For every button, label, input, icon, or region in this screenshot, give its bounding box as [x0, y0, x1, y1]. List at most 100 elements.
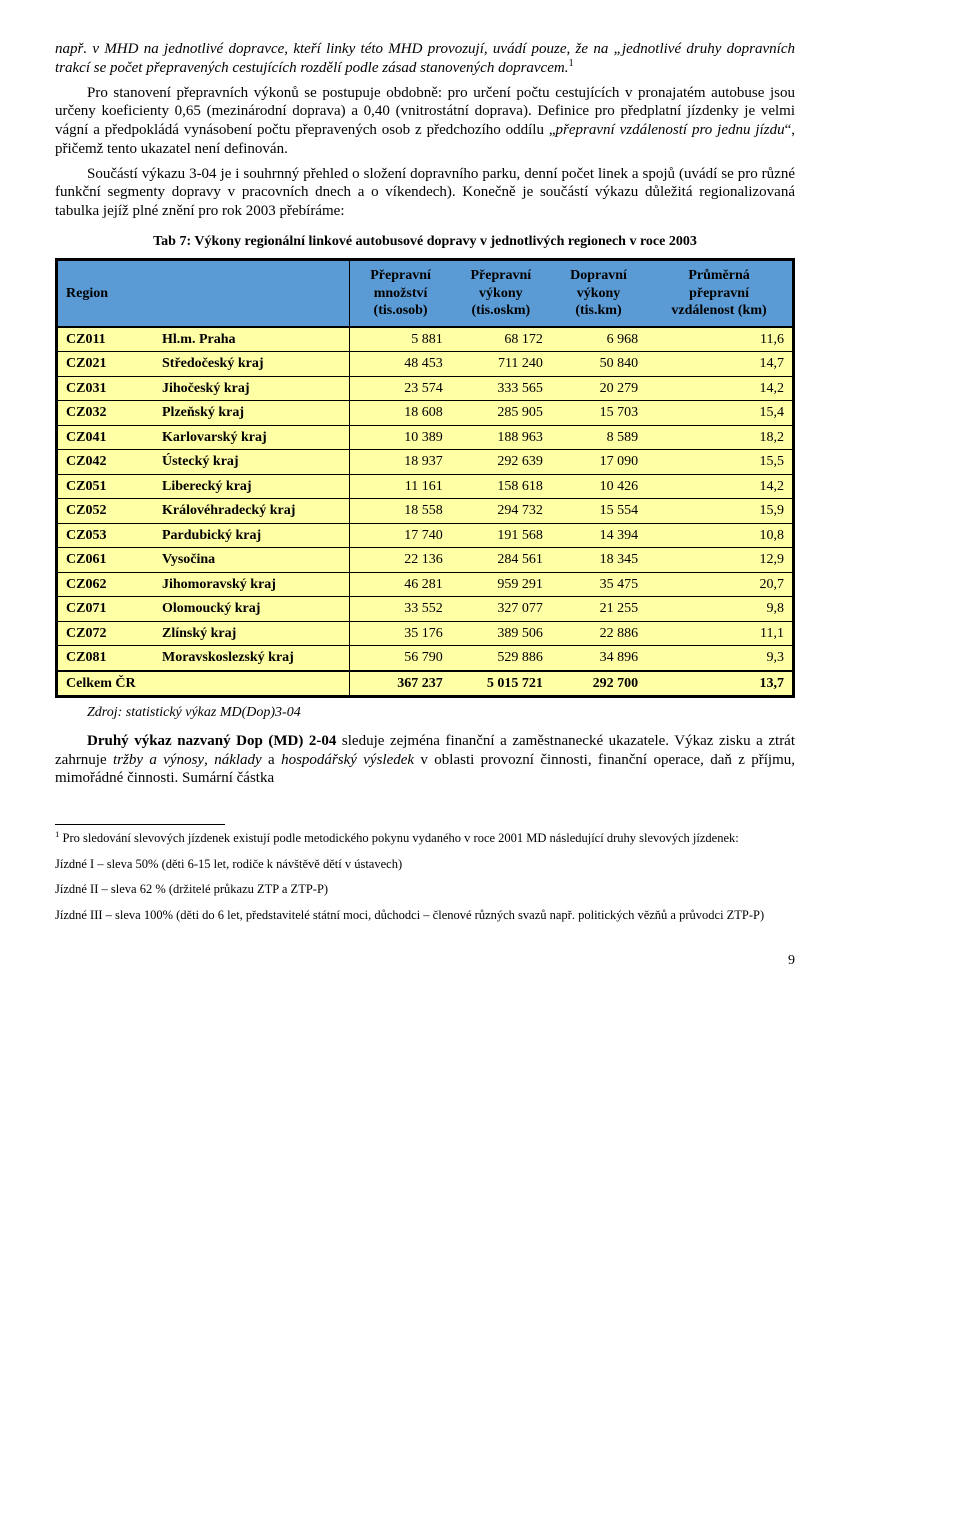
value-cell: 711 240 [451, 352, 551, 377]
footnote-item-2: Jízdné II – sleva 62 % (držitelé průkazu… [55, 882, 795, 898]
region-code: CZ071 [57, 597, 155, 622]
para4d-text: , [204, 752, 214, 768]
value-cell: 48 453 [350, 352, 451, 377]
region-code: CZ021 [57, 352, 155, 377]
paragraph-1: např. v MHD na jednotlivé dopravce, kteř… [55, 40, 795, 78]
table-row: CZ072Zlínský kraj35 176389 50622 88611,1 [57, 621, 794, 646]
footer-value: 13,7 [646, 671, 793, 697]
value-cell: 21 255 [551, 597, 646, 622]
table-caption: Tab 7: Výkony regionální linkové autobus… [55, 233, 795, 251]
value-cell: 327 077 [451, 597, 551, 622]
value-cell: 389 506 [451, 621, 551, 646]
region-name: Karlovarský kraj [154, 425, 350, 450]
region-name: Moravskoslezský kraj [154, 646, 350, 671]
value-cell: 8 589 [551, 425, 646, 450]
value-cell: 20 279 [551, 376, 646, 401]
footnote-lead: 1 Pro sledování slevových jízdenek exist… [55, 831, 795, 847]
region-name: Hl.m. Praha [154, 327, 350, 352]
value-cell: 14,2 [646, 376, 793, 401]
col-header: Přepravnívýkony(tis.oskm) [451, 260, 551, 327]
footnote-ref-1: 1 [568, 58, 573, 69]
para1-text: např. v MHD na jednotlivé dopravce, kteř… [55, 41, 795, 76]
value-cell: 10 389 [350, 425, 451, 450]
value-cell: 11 161 [350, 474, 451, 499]
table-row: CZ052Královéhradecký kraj18 558294 73215… [57, 499, 794, 524]
region-name: Ústecký kraj [154, 450, 350, 475]
value-cell: 10 426 [551, 474, 646, 499]
table-row: CZ042Ústecký kraj18 937292 63917 09015,5 [57, 450, 794, 475]
paragraph-2: Pro stanovení přepravních výkonů se post… [55, 84, 795, 159]
region-name: Jihočeský kraj [154, 376, 350, 401]
table-row: CZ061Vysočina22 136284 56118 34512,9 [57, 548, 794, 573]
para4f-text: a [262, 752, 281, 768]
region-code: CZ032 [57, 401, 155, 426]
region-name: Jihomoravský kraj [154, 572, 350, 597]
value-cell: 529 886 [451, 646, 551, 671]
value-cell: 9,8 [646, 597, 793, 622]
value-cell: 18 345 [551, 548, 646, 573]
region-code: CZ061 [57, 548, 155, 573]
value-cell: 15,5 [646, 450, 793, 475]
footer-label: Celkem ČR [57, 671, 350, 697]
value-cell: 17 090 [551, 450, 646, 475]
table-footer-row: Celkem ČR367 2375 015 721292 70013,7 [57, 671, 794, 697]
region-code: CZ072 [57, 621, 155, 646]
table-row: CZ011Hl.m. Praha5 88168 1726 96811,6 [57, 327, 794, 352]
value-cell: 333 565 [451, 376, 551, 401]
value-cell: 6 968 [551, 327, 646, 352]
table-row: CZ021Středočeský kraj48 453711 24050 840… [57, 352, 794, 377]
footer-value: 292 700 [551, 671, 646, 697]
region-code: CZ031 [57, 376, 155, 401]
value-cell: 35 176 [350, 621, 451, 646]
para2-em: přepravní vzdáleností pro jednu jízdu [556, 122, 785, 138]
table-row: CZ062Jihomoravský kraj46 281959 29135 47… [57, 572, 794, 597]
value-cell: 18 937 [350, 450, 451, 475]
value-cell: 46 281 [350, 572, 451, 597]
footnote-item-3: Jízdné III – sleva 100% (děti do 6 let, … [55, 908, 795, 924]
value-cell: 14,2 [646, 474, 793, 499]
para4c-text: tržby a výnosy [113, 752, 204, 768]
region-code: CZ041 [57, 425, 155, 450]
table-body: CZ011Hl.m. Praha5 88168 1726 96811,6CZ02… [57, 327, 794, 697]
value-cell: 14 394 [551, 523, 646, 548]
para4g-text: hospodářský výsledek [281, 752, 414, 768]
footnote-rule [55, 824, 225, 825]
col-header: Přepravnímnožství(tis.osob) [350, 260, 451, 327]
region-name: Zlínský kraj [154, 621, 350, 646]
value-cell: 10,8 [646, 523, 793, 548]
value-cell: 158 618 [451, 474, 551, 499]
col-header: Průměrnápřepravnívzdálenost (km) [646, 260, 793, 327]
region-name: Vysočina [154, 548, 350, 573]
value-cell: 11,6 [646, 327, 793, 352]
value-cell: 18 558 [350, 499, 451, 524]
page-number: 9 [55, 952, 795, 970]
value-cell: 188 963 [451, 425, 551, 450]
value-cell: 33 552 [350, 597, 451, 622]
value-cell: 50 840 [551, 352, 646, 377]
region-name: Pardubický kraj [154, 523, 350, 548]
region-name: Olomoucký kraj [154, 597, 350, 622]
paragraph-4: Druhý výkaz nazvaný Dop (MD) 2-04 sleduj… [55, 732, 795, 788]
value-cell: 18,2 [646, 425, 793, 450]
region-code: CZ011 [57, 327, 155, 352]
table-source: Zdroj: statistický výkaz MD(Dop)3-04 [87, 704, 795, 722]
table-row: CZ051Liberecký kraj11 161158 61810 42614… [57, 474, 794, 499]
region-code: CZ081 [57, 646, 155, 671]
table-row: CZ081Moravskoslezský kraj56 790529 88634… [57, 646, 794, 671]
table-header-row: RegionPřepravnímnožství(tis.osob)Přeprav… [57, 260, 794, 327]
col-header: Dopravnívýkony(tis.km) [551, 260, 646, 327]
value-cell: 15 554 [551, 499, 646, 524]
value-cell: 17 740 [350, 523, 451, 548]
region-name: Královéhradecký kraj [154, 499, 350, 524]
value-cell: 68 172 [451, 327, 551, 352]
value-cell: 22 886 [551, 621, 646, 646]
value-cell: 34 896 [551, 646, 646, 671]
region-name: Liberecký kraj [154, 474, 350, 499]
region-name: Středočeský kraj [154, 352, 350, 377]
value-cell: 15,4 [646, 401, 793, 426]
fn-lead-text: Pro sledování slevových jízdenek existuj… [59, 831, 738, 845]
footer-value: 5 015 721 [451, 671, 551, 697]
value-cell: 56 790 [350, 646, 451, 671]
regional-table: RegionPřepravnímnožství(tis.osob)Přeprav… [55, 258, 795, 698]
table-row: CZ053Pardubický kraj17 740191 56814 3941… [57, 523, 794, 548]
